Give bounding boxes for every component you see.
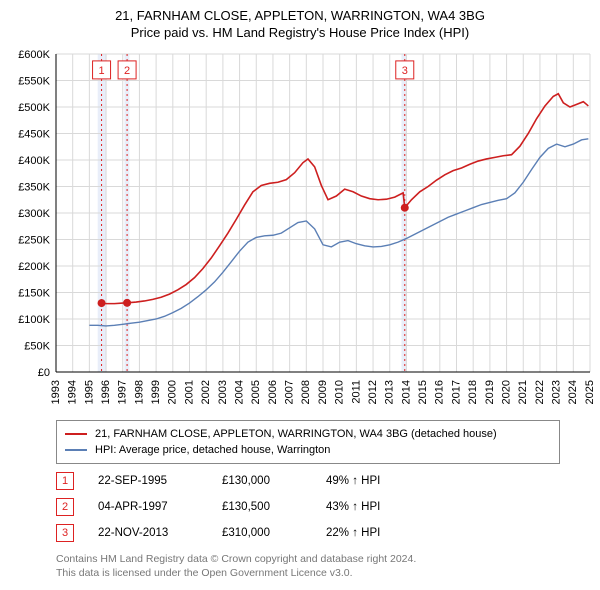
sale-point-dot (98, 299, 106, 307)
marker-row-price: £130,000 (222, 475, 302, 487)
sale-point-dot (401, 204, 409, 212)
marker-row-pct: 22% ↑ HPI (326, 527, 426, 539)
legend-label: 21, FARNHAM CLOSE, APPLETON, WARRINGTON,… (95, 428, 497, 440)
title-address: 21, FARNHAM CLOSE, APPLETON, WARRINGTON,… (10, 8, 590, 23)
x-tick-label: 2000 (167, 380, 179, 404)
marker-row-date: 22-NOV-2013 (98, 527, 198, 539)
x-tick-label: 2003 (217, 380, 229, 404)
marker-row-badge: 2 (56, 498, 74, 516)
x-tick-label: 2014 (400, 380, 412, 404)
x-tick-label: 1998 (133, 380, 145, 404)
markers-table: 1 22-SEP-1995 £130,000 49% ↑ HPI 2 04-APR-199… (56, 468, 560, 546)
x-tick-label: 1994 (67, 380, 79, 404)
x-tick-label: 1996 (100, 380, 112, 404)
marker-table-row: 2 04-APR-1997 £130,500 43% ↑ HPI (56, 494, 560, 520)
x-tick-label: 2008 (300, 380, 312, 404)
x-tick-label: 2004 (233, 380, 245, 404)
footnote: Contains HM Land Registry data © Crown c… (56, 552, 560, 580)
x-tick-label: 2011 (350, 380, 362, 404)
legend-box: 21, FARNHAM CLOSE, APPLETON, WARRINGTON,… (56, 420, 560, 464)
x-tick-label: 2015 (417, 380, 429, 404)
legend-row: HPI: Average price, detached house, Warr… (65, 442, 551, 458)
x-tick-label: 2017 (450, 380, 462, 404)
x-tick-label: 2010 (334, 380, 346, 404)
series-line-hpi (89, 139, 588, 326)
series-line-property (102, 94, 589, 304)
marker-row-pct: 49% ↑ HPI (326, 475, 426, 487)
x-tick-label: 1999 (150, 380, 162, 404)
marker-row-date: 04-APR-1997 (98, 501, 198, 513)
marker-row-pct: 43% ↑ HPI (326, 501, 426, 513)
x-tick-label: 2005 (250, 380, 262, 404)
marker-row-date: 22-SEP-1995 (98, 475, 198, 487)
chart-container: 21, FARNHAM CLOSE, APPLETON, WARRINGTON,… (0, 0, 600, 580)
x-tick-label: 2019 (484, 380, 496, 404)
x-tick-label: 2024 (567, 380, 579, 404)
marker-row-price: £130,500 (222, 501, 302, 513)
x-tick-label: 2016 (434, 380, 446, 404)
sale-marker-number: 3 (402, 65, 408, 77)
title-subtitle: Price paid vs. HM Land Registry's House … (10, 25, 590, 40)
sale-point-dot (123, 299, 131, 307)
x-tick-label: 2021 (517, 380, 529, 404)
x-tick-label: 2006 (267, 380, 279, 404)
y-tick-label: £400K (18, 155, 50, 167)
marker-row-badge: 1 (56, 472, 74, 490)
y-tick-label: £550K (18, 76, 50, 88)
y-tick-label: £0 (38, 367, 50, 379)
y-tick-label: £300K (18, 208, 50, 220)
legend-row: 21, FARNHAM CLOSE, APPLETON, WARRINGTON,… (65, 426, 551, 442)
marker-row-badge: 3 (56, 524, 74, 542)
marker-table-row: 3 22-NOV-2013 £310,000 22% ↑ HPI (56, 520, 560, 546)
x-tick-label: 2009 (317, 380, 329, 404)
chart-area: £0 £50K £100K £150K £200K £250K £300K £350K £400… (0, 44, 600, 414)
x-tick-label: 1997 (117, 380, 129, 404)
sale-marker-number: 2 (124, 65, 130, 77)
y-tick-label: £150K (18, 288, 50, 300)
x-tick-label: 2002 (200, 380, 212, 404)
x-tick-label: 2007 (284, 380, 296, 404)
x-tick-label: 2012 (367, 380, 379, 404)
y-tick-label: £100K (18, 314, 50, 326)
legend-swatch (65, 449, 87, 451)
x-tick-label: 2013 (384, 380, 396, 404)
marker-row-price: £310,000 (222, 527, 302, 539)
y-tick-label: £350K (18, 182, 50, 194)
x-tick-label: 2001 (183, 380, 195, 404)
chart-svg: £0 £50K £100K £150K £200K £250K £300K £350K £400… (0, 44, 600, 414)
x-tick-label: 2018 (467, 380, 479, 404)
y-tick-label: £500K (18, 102, 50, 114)
y-tick-label: £50K (24, 341, 50, 353)
x-tick-label: 1995 (83, 380, 95, 404)
y-tick-label: £250K (18, 235, 50, 247)
x-tick-label: 2022 (534, 380, 546, 404)
title-block: 21, FARNHAM CLOSE, APPLETON, WARRINGTON,… (0, 0, 600, 44)
sale-marker-number: 1 (98, 65, 104, 77)
x-tick-label: 2023 (551, 380, 563, 404)
x-tick-label: 2020 (500, 380, 512, 404)
footnote-line: Contains HM Land Registry data © Crown c… (56, 552, 560, 566)
y-tick-label: £200K (18, 261, 50, 273)
x-tick-label: 2025 (584, 380, 596, 404)
legend-label: HPI: Average price, detached house, Warr… (95, 444, 330, 456)
marker-table-row: 1 22-SEP-1995 £130,000 49% ↑ HPI (56, 468, 560, 494)
y-tick-label: £600K (18, 49, 50, 61)
x-tick-label: 1993 (50, 380, 62, 404)
legend-swatch (65, 433, 87, 435)
y-tick-label: £450K (18, 129, 50, 141)
footnote-line: This data is licensed under the Open Gov… (56, 566, 560, 580)
